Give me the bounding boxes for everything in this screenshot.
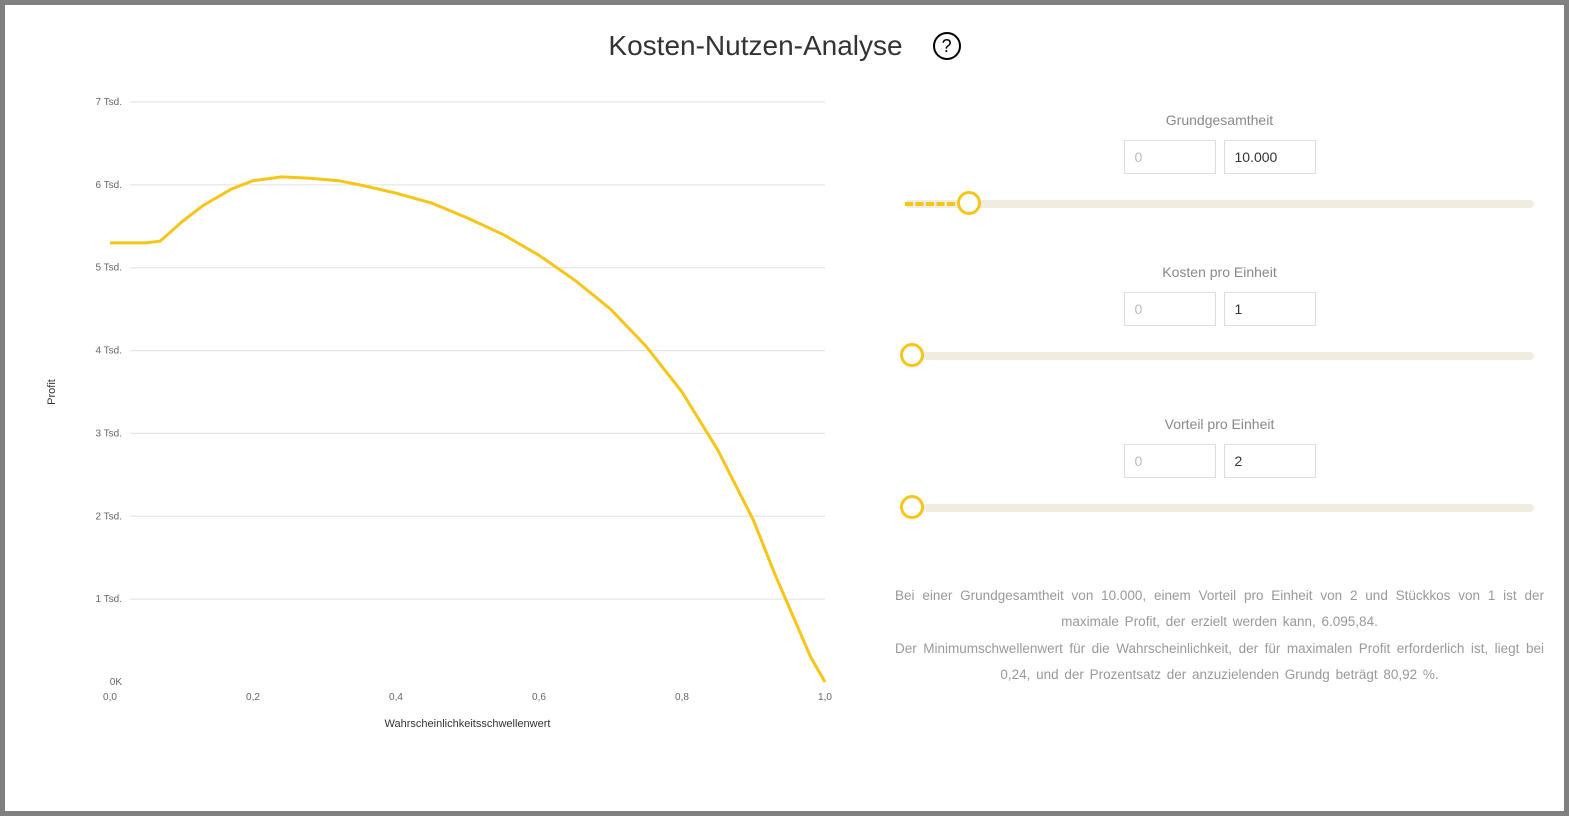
summary-text: Bei einer Grundgesamtheit von 10.000, ei… xyxy=(895,583,1544,688)
svg-text:Profit: Profit xyxy=(46,379,58,405)
unit-cost-inputs xyxy=(895,292,1544,326)
slider-track xyxy=(905,352,1534,360)
unit-cost-slider[interactable] xyxy=(895,341,1544,371)
unit-cost-control: Kosten pro Einheit xyxy=(895,264,1544,371)
summary-line-1: Bei einer Grundgesamtheit von 10.000, ei… xyxy=(895,583,1544,634)
content-area: 0K 1 Tsd. 2 Tsd. 3 Tsd. 4 Tsd. 5 Tsd. 6 Tsd. 7 … xyxy=(5,62,1564,762)
svg-text:2 Tsd.: 2 Tsd. xyxy=(96,511,123,522)
summary-line-2: Der Minimumschwellenwert für die Wahrsch… xyxy=(895,636,1544,687)
svg-text:1 Tsd.: 1 Tsd. xyxy=(96,594,123,605)
unit-benefit-label: Vorteil pro Einheit xyxy=(895,416,1544,432)
population-min-input[interactable] xyxy=(1124,140,1216,174)
app-container: Kosten-Nutzen-Analyse ? 0K 1 Tsd. 2 Tsd. 3 … xyxy=(5,5,1564,811)
svg-text:5 Tsd.: 5 Tsd. xyxy=(96,263,123,274)
population-control: Grundgesamtheit xyxy=(895,112,1544,219)
slider-thumb[interactable] xyxy=(900,495,924,519)
help-icon[interactable]: ? xyxy=(933,32,961,60)
profit-chart: 0K 1 Tsd. 2 Tsd. 3 Tsd. 4 Tsd. 5 Tsd. 6 Tsd. 7 … xyxy=(25,92,845,742)
unit-cost-max-input[interactable] xyxy=(1224,292,1316,326)
population-max-input[interactable] xyxy=(1224,140,1316,174)
svg-text:0,8: 0,8 xyxy=(675,692,689,703)
unit-benefit-slider[interactable] xyxy=(895,493,1544,523)
slider-thumb[interactable] xyxy=(957,191,981,215)
unit-benefit-control: Vorteil pro Einheit xyxy=(895,416,1544,523)
svg-text:7 Tsd.: 7 Tsd. xyxy=(96,97,123,108)
population-slider[interactable] xyxy=(895,189,1544,219)
svg-text:0,2: 0,2 xyxy=(246,692,260,703)
page-title: Kosten-Nutzen-Analyse xyxy=(608,30,902,62)
svg-text:1,0: 1,0 xyxy=(818,692,832,703)
slider-thumb[interactable] xyxy=(900,343,924,367)
slider-track xyxy=(905,504,1534,512)
unit-benefit-max-input[interactable] xyxy=(1224,444,1316,478)
svg-text:0,6: 0,6 xyxy=(532,692,546,703)
unit-benefit-inputs xyxy=(895,444,1544,478)
unit-cost-label: Kosten pro Einheit xyxy=(895,264,1544,280)
svg-text:0,4: 0,4 xyxy=(389,692,403,703)
svg-text:Wahrscheinlichkeitsschwellenwe: Wahrscheinlichkeitsschwellenwert xyxy=(385,718,551,730)
population-inputs xyxy=(895,140,1544,174)
slider-dash xyxy=(905,202,955,206)
svg-text:0,0: 0,0 xyxy=(103,692,117,703)
controls-panel: Grundgesamtheit Kosten pro Einheit xyxy=(895,92,1544,742)
svg-text:3 Tsd.: 3 Tsd. xyxy=(96,428,123,439)
title-bar: Kosten-Nutzen-Analyse ? xyxy=(5,5,1564,62)
slider-track xyxy=(905,200,1534,208)
chart-panel: 0K 1 Tsd. 2 Tsd. 3 Tsd. 4 Tsd. 5 Tsd. 6 Tsd. 7 … xyxy=(25,92,845,742)
unit-benefit-min-input[interactable] xyxy=(1124,444,1216,478)
svg-text:4 Tsd.: 4 Tsd. xyxy=(96,346,123,357)
unit-cost-min-input[interactable] xyxy=(1124,292,1216,326)
svg-text:0K: 0K xyxy=(110,677,123,688)
population-label: Grundgesamtheit xyxy=(895,112,1544,128)
svg-text:6 Tsd.: 6 Tsd. xyxy=(96,180,123,191)
